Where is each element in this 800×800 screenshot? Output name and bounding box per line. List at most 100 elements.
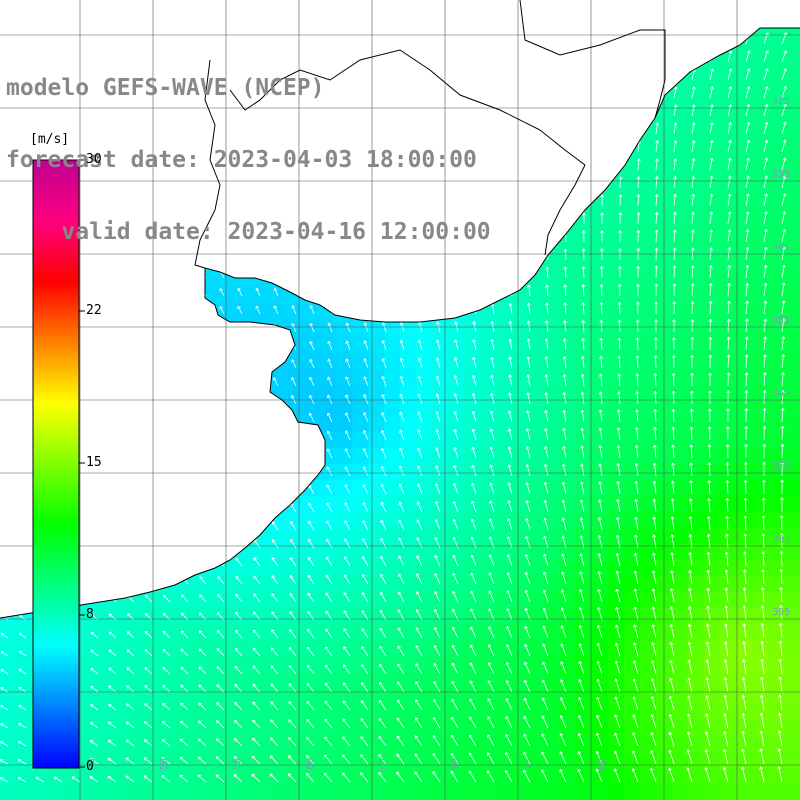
field-cell <box>704 368 720 384</box>
field-cell <box>448 576 464 592</box>
wind-arrow <box>580 373 585 387</box>
field-cell <box>320 496 336 512</box>
field-cell <box>352 640 368 656</box>
wind-arrow <box>543 463 549 477</box>
field-cell <box>336 480 352 496</box>
field-cell <box>784 656 800 672</box>
wind-arrow <box>722 767 729 783</box>
field-cell <box>608 240 624 256</box>
field-cell <box>384 576 400 592</box>
field-cell <box>240 576 256 592</box>
field-cell <box>720 192 736 208</box>
wind-arrow <box>126 631 135 639</box>
field-cell <box>480 352 496 368</box>
wind-arrow <box>144 649 153 657</box>
field-cell <box>240 768 256 784</box>
wind-arrow <box>490 392 495 405</box>
field-cell <box>640 784 656 800</box>
wind-arrow <box>613 750 621 765</box>
field-cell <box>736 96 752 112</box>
wind-arrow <box>217 594 225 603</box>
field-cell <box>208 576 224 592</box>
field-cell <box>624 368 640 384</box>
wind-arrow <box>468 752 477 765</box>
field-cell <box>480 768 496 784</box>
field-cell <box>448 624 464 640</box>
wind-arrow <box>396 753 405 765</box>
field-cell <box>544 496 560 512</box>
wind-arrow <box>580 445 585 459</box>
wind-arrow <box>451 680 459 693</box>
field-cell <box>448 688 464 704</box>
field-cell <box>784 624 800 640</box>
field-cell <box>640 352 656 368</box>
field-cell <box>512 336 528 352</box>
field-cell <box>672 320 688 336</box>
field-cell <box>336 656 352 672</box>
field-cell <box>768 128 784 144</box>
field-cell <box>624 656 640 672</box>
field-cell <box>608 608 624 624</box>
wind-arrow <box>468 770 477 783</box>
field-cell <box>752 768 768 784</box>
field-cell <box>176 704 192 720</box>
wind-arrow <box>435 429 441 441</box>
field-cell <box>576 528 592 544</box>
wind-arrow <box>762 390 767 405</box>
wind-arrow <box>653 337 658 351</box>
field-cell <box>128 608 144 624</box>
wind-arrow <box>689 444 694 459</box>
wind-arrow <box>71 776 81 783</box>
field-cell <box>496 720 512 736</box>
wind-arrow <box>472 357 477 369</box>
wind-arrow <box>435 465 441 477</box>
field-cell <box>608 704 624 720</box>
wind-arrow <box>763 264 768 279</box>
wind-arrow <box>597 553 603 567</box>
wind-arrow <box>541 715 549 729</box>
field-cell <box>320 720 336 736</box>
field-cell <box>784 192 800 208</box>
wind-arrow <box>760 676 765 693</box>
field-cell <box>400 480 416 496</box>
field-cell <box>480 784 496 800</box>
field-cell <box>304 688 320 704</box>
wind-arrow <box>655 158 659 171</box>
wind-arrow <box>743 551 747 567</box>
wind-arrow <box>543 499 549 513</box>
field-cell <box>128 624 144 640</box>
field-cell <box>752 192 768 208</box>
field-cell <box>496 512 512 528</box>
field-cell <box>560 624 576 640</box>
field-cell <box>272 720 288 736</box>
wind-arrow <box>561 571 567 585</box>
field-cell <box>768 352 784 368</box>
field-cell <box>448 448 464 464</box>
wind-arrow <box>781 157 787 171</box>
field-cell <box>560 272 576 288</box>
wind-arrow <box>381 358 387 369</box>
wind-arrow <box>632 714 639 729</box>
wind-arrow <box>744 443 748 459</box>
wind-arrow <box>617 373 621 387</box>
wind-arrow <box>544 392 549 405</box>
field-cell <box>384 560 400 576</box>
wind-arrow <box>234 719 243 729</box>
wind-arrow <box>143 721 153 729</box>
field-cell <box>784 272 800 288</box>
field-cell <box>272 656 288 672</box>
wind-arrow <box>289 629 297 639</box>
field-cell <box>560 608 576 624</box>
field-cell <box>448 416 464 432</box>
wind-arrow <box>708 372 712 387</box>
wind-arrow <box>635 391 640 405</box>
field-cell <box>640 512 656 528</box>
wind-arrow <box>650 696 657 711</box>
wind-arrow <box>781 139 787 153</box>
wind-arrow <box>326 520 333 531</box>
field-cell <box>784 288 800 304</box>
wind-arrow <box>614 732 621 747</box>
wind-arrow <box>596 714 603 729</box>
wind-arrow <box>489 446 495 459</box>
field-cell <box>608 592 624 608</box>
